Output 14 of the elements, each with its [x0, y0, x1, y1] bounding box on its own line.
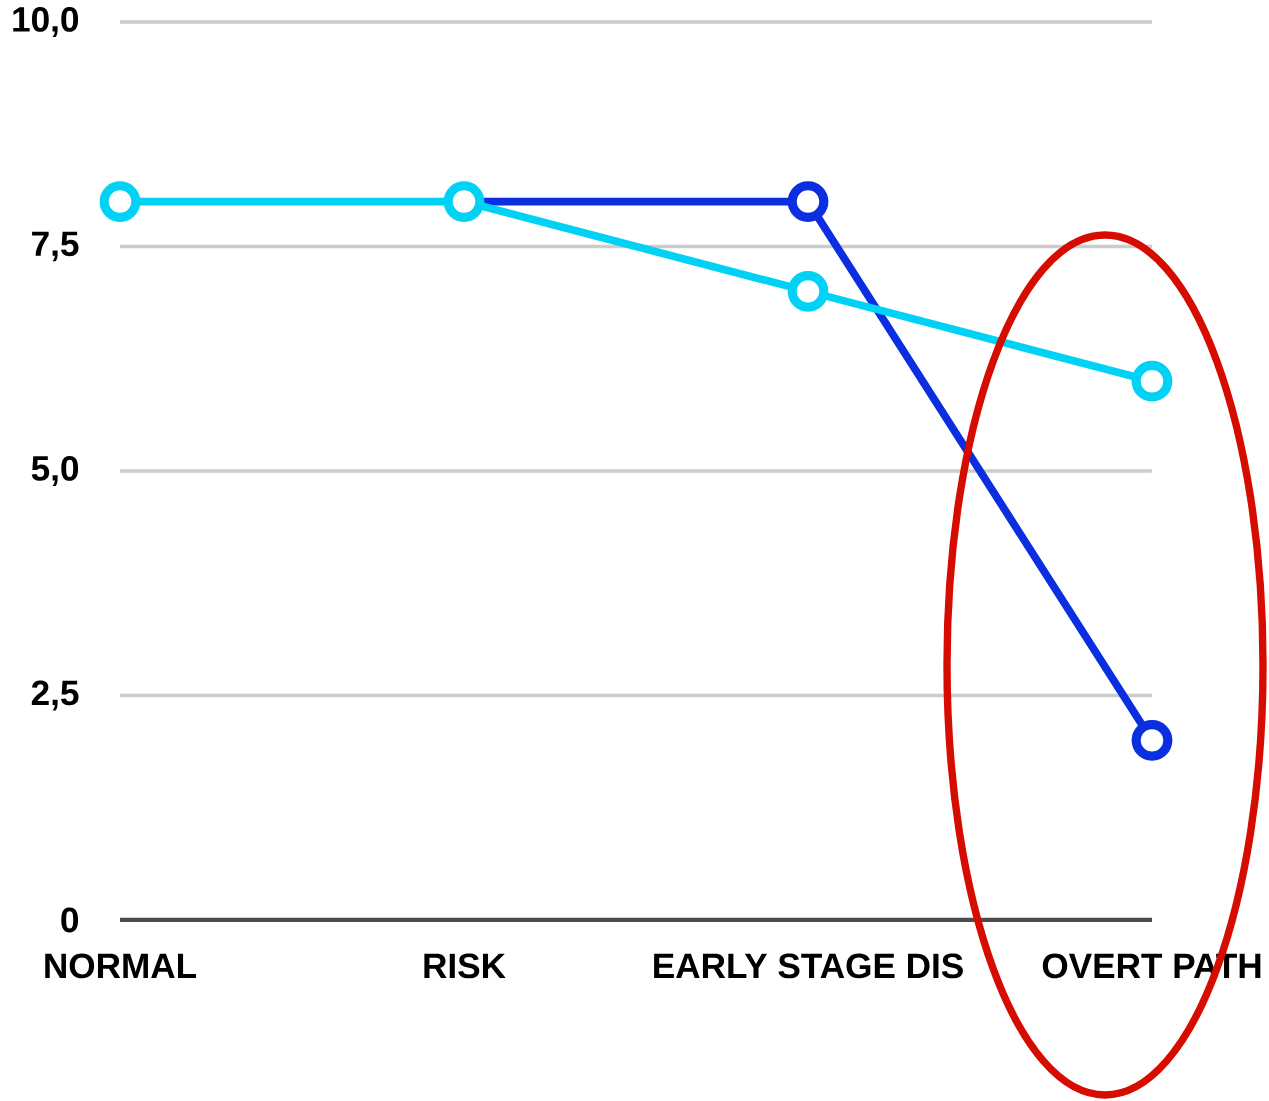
y-tick-label: 0 [61, 907, 79, 933]
point [787, 181, 829, 222]
point [787, 271, 829, 312]
point [443, 181, 485, 222]
x-tick-label: EARLY STAGE DIS [654, 953, 963, 979]
x-tick-label: RISK [424, 953, 506, 979]
y-tick-label: 7,5 [32, 231, 79, 262]
y-tick-label: 5,0 [31, 456, 79, 486]
x-tick-label: NORMAL [45, 953, 197, 979]
point [99, 181, 141, 222]
y-tick-label: 2,5 [31, 680, 79, 711]
y-tick-label: 10,0 [13, 7, 79, 37]
point [1131, 720, 1173, 761]
point [1131, 360, 1173, 402]
